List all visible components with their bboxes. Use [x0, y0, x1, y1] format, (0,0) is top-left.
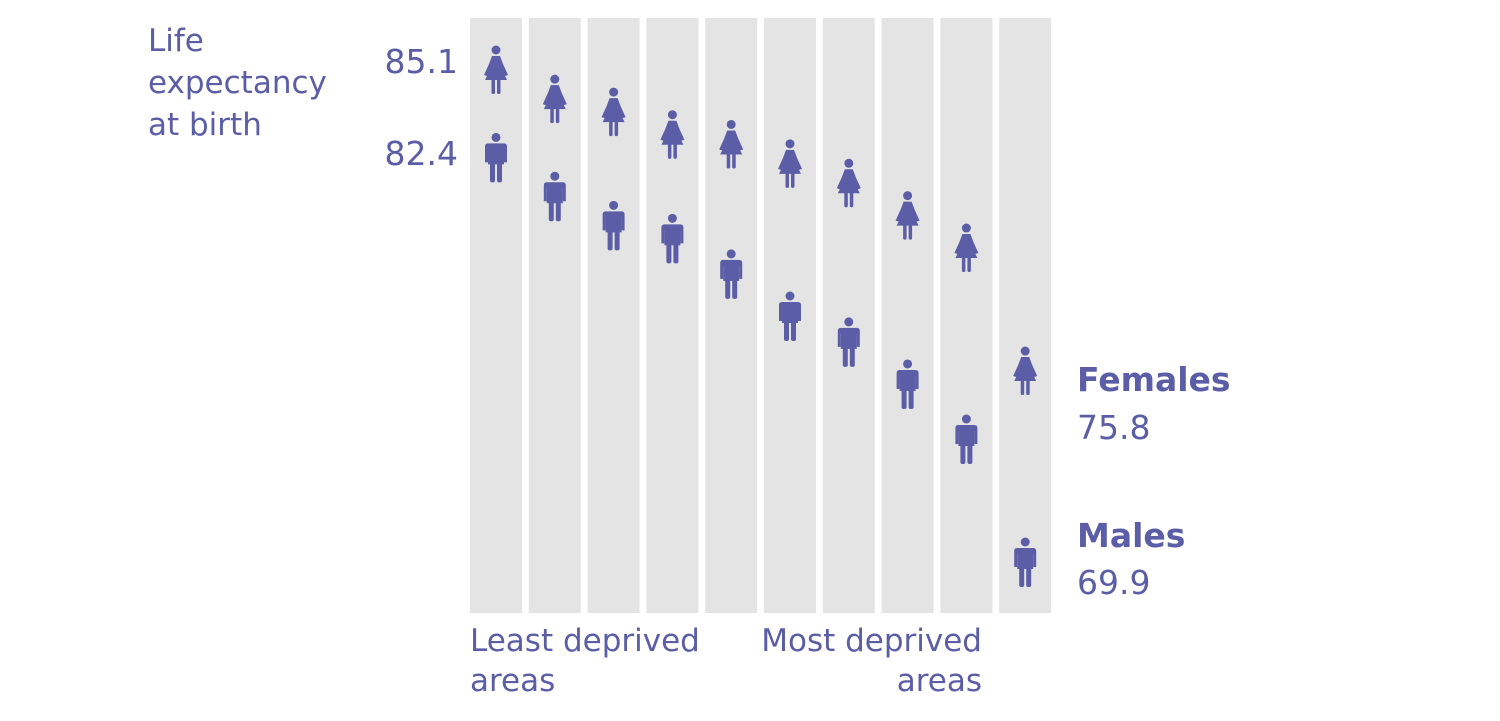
male-figure-icon — [720, 249, 743, 299]
top-male-value-label: 82.4 — [384, 134, 458, 173]
female-figure-icon — [542, 74, 567, 124]
male-figure-icon — [661, 213, 684, 264]
decile-column — [646, 18, 699, 613]
females-bottom-value-label: 75.8 — [1077, 408, 1151, 447]
male-figure-icon — [955, 414, 978, 464]
most-deprived-axis-label: Most deprived areas — [761, 623, 982, 699]
female-series — [484, 45, 1038, 396]
female-figure-icon — [1013, 346, 1038, 396]
female-figure-icon — [660, 110, 685, 159]
female-figure-icon — [836, 158, 861, 208]
male-series — [485, 132, 1037, 587]
male-figure-icon — [602, 200, 625, 251]
top-female-value-label: 85.1 — [384, 42, 458, 81]
males-bottom-value-label: 69.9 — [1077, 563, 1151, 602]
male-figure-icon — [779, 291, 801, 341]
least-deprived-axis-label: Least deprived areas — [470, 623, 700, 699]
males-series-label: Males — [1077, 516, 1186, 555]
female-figure-icon — [895, 191, 920, 240]
decile-column — [999, 18, 1052, 613]
female-figure-icon — [954, 223, 979, 273]
male-figure-icon — [1014, 537, 1037, 587]
female-figure-icon — [484, 45, 508, 94]
male-figure-icon — [485, 132, 507, 183]
male-figure-icon — [543, 171, 566, 222]
male-figure-icon — [837, 317, 860, 367]
female-figure-icon — [778, 139, 802, 188]
female-figure-icon — [719, 119, 744, 169]
female-figure-icon — [601, 87, 626, 137]
decile-column — [822, 18, 875, 613]
decile-column — [528, 18, 581, 613]
decile-column — [881, 18, 934, 613]
decile-column — [705, 18, 758, 613]
females-series-label: Females — [1077, 360, 1231, 399]
y-axis-label: Life expectancy at birth — [148, 23, 327, 143]
decile-column — [470, 18, 522, 613]
decile-column — [940, 18, 993, 613]
decile-columns — [470, 18, 1052, 613]
male-figure-icon — [896, 359, 919, 409]
